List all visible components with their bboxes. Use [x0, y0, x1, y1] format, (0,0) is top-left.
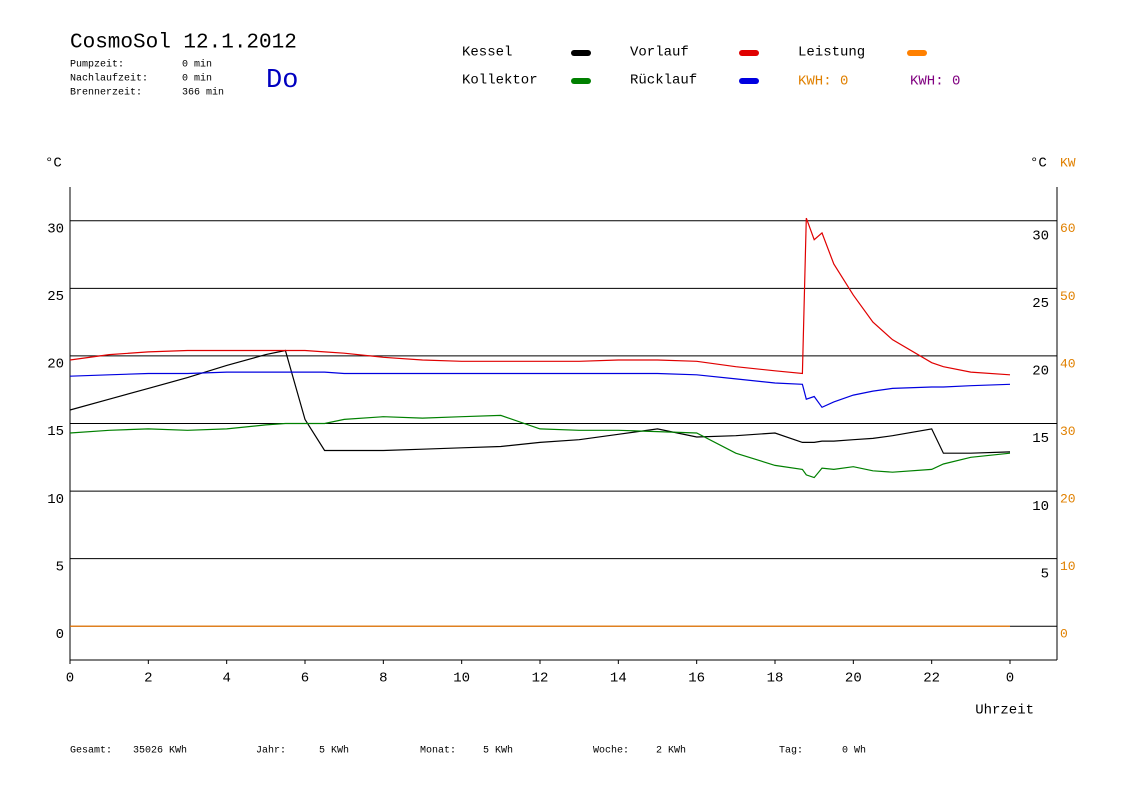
y-right-tick-label: 15 — [1032, 431, 1049, 447]
info-value: 366 min — [182, 87, 224, 99]
y-right-tick-label: 20 — [1032, 364, 1049, 380]
info-label: Brennerzeit: — [70, 87, 142, 99]
x-tick-label: 4 — [222, 671, 230, 687]
y-tick-label: 0 — [56, 627, 64, 643]
footer-label: Tag: — [779, 746, 803, 757]
info-label: Pumpzeit: — [70, 59, 124, 71]
y2-tick-label: 10 — [1060, 559, 1076, 574]
footer-label: Gesamt: — [70, 746, 112, 757]
info-label: Nachlaufzeit: — [70, 73, 148, 85]
x-tick-label: 12 — [532, 671, 549, 687]
y2-tick-label: 20 — [1060, 492, 1076, 507]
y2-tick-label: 0 — [1060, 627, 1068, 642]
x-tick-label: 10 — [453, 671, 470, 687]
y-right-tick-label: 30 — [1032, 228, 1049, 244]
y-tick-label: 15 — [47, 424, 64, 440]
legend-label: Kessel — [462, 45, 512, 61]
x-tick-label: 16 — [688, 671, 705, 687]
x-tick-label: 18 — [767, 671, 784, 687]
footer-value: 2 KWh — [656, 745, 686, 757]
footer-value: 0 Wh — [842, 745, 866, 757]
info-value: 0 min — [182, 59, 212, 71]
y2-tick-label: 40 — [1060, 356, 1076, 371]
day: Do — [266, 66, 298, 96]
x-tick-label: 22 — [923, 671, 940, 687]
y-right-tick-label: 25 — [1032, 296, 1049, 312]
x-tick-label: 2 — [144, 671, 152, 687]
y-tick-label: 30 — [47, 221, 64, 237]
footer-label: Woche: — [593, 745, 629, 757]
y-tick-label: 5 — [56, 559, 64, 575]
y-tick-label: 25 — [47, 289, 64, 305]
legend-label: Rücklauf — [630, 73, 697, 89]
kwh-label: KWH: 0 — [798, 74, 848, 90]
y-tick-label: 10 — [47, 492, 64, 508]
y2-tick-label: 30 — [1060, 424, 1076, 439]
footer-value: 5 KWh — [319, 745, 349, 757]
chart-title: CosmoSol 12.1.2012 — [70, 32, 297, 55]
y2-unit: KW — [1060, 155, 1076, 170]
y-unit-right: °C — [1030, 156, 1047, 172]
x-tick-label: 14 — [610, 671, 627, 687]
legend-label: Leistung — [798, 45, 865, 61]
y-right-tick-label: 10 — [1032, 499, 1049, 515]
x-tick-label: 0 — [66, 671, 74, 687]
y-right-tick-label: 5 — [1041, 566, 1049, 582]
footer-label: Jahr: — [256, 745, 286, 757]
footer-value: 35026 KWh — [133, 745, 187, 757]
x-tick-label: 20 — [845, 671, 862, 687]
x-tick-label: 8 — [379, 671, 387, 687]
x-axis-label: Uhrzeit — [975, 703, 1034, 719]
y-tick-label: 20 — [47, 357, 64, 373]
legend-label: Vorlauf — [630, 45, 689, 61]
y2-tick-label: 60 — [1060, 221, 1076, 236]
footer-label: Monat: — [420, 746, 456, 757]
x-tick-label: 6 — [301, 671, 309, 687]
series-line — [69, 371, 1011, 409]
y2-tick-label: 50 — [1060, 289, 1076, 304]
legend-label: Kollektor — [462, 73, 538, 89]
y-unit: °C — [45, 156, 62, 172]
x-tick-label: 0 — [1006, 671, 1014, 687]
series-line — [69, 217, 1011, 376]
footer-value: 5 KWh — [483, 745, 513, 757]
series-line — [69, 414, 1011, 479]
kwh-label: KWH: 0 — [910, 74, 960, 90]
info-value: 0 min — [182, 73, 212, 85]
series-line — [69, 349, 1011, 454]
